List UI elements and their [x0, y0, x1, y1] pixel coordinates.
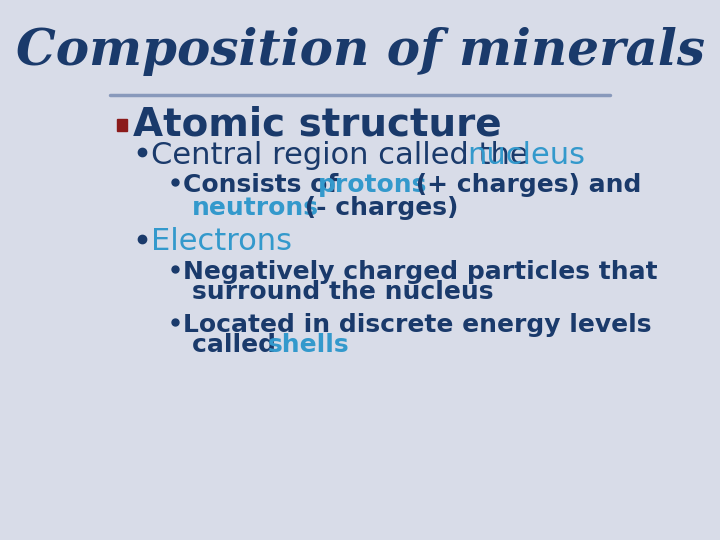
Text: Consists of: Consists of — [184, 173, 347, 197]
Text: nucleus: nucleus — [467, 140, 585, 170]
Text: Located in discrete energy levels: Located in discrete energy levels — [184, 313, 652, 337]
Text: shells: shells — [268, 333, 350, 357]
Text: Composition of minerals: Composition of minerals — [16, 28, 704, 77]
Text: Central region called the: Central region called the — [150, 140, 538, 170]
Text: (+ charges) and: (+ charges) and — [407, 173, 642, 197]
FancyBboxPatch shape — [117, 119, 127, 131]
Text: protons: protons — [318, 173, 427, 197]
Text: Negatively charged particles that: Negatively charged particles that — [184, 260, 658, 284]
Text: surround the nucleus: surround the nucleus — [192, 280, 494, 304]
Text: called: called — [192, 333, 285, 357]
Text: Atomic structure: Atomic structure — [133, 106, 502, 144]
Text: neutrons: neutrons — [192, 196, 319, 220]
Text: Electrons: Electrons — [150, 227, 292, 256]
Text: (- charges): (- charges) — [296, 196, 459, 220]
